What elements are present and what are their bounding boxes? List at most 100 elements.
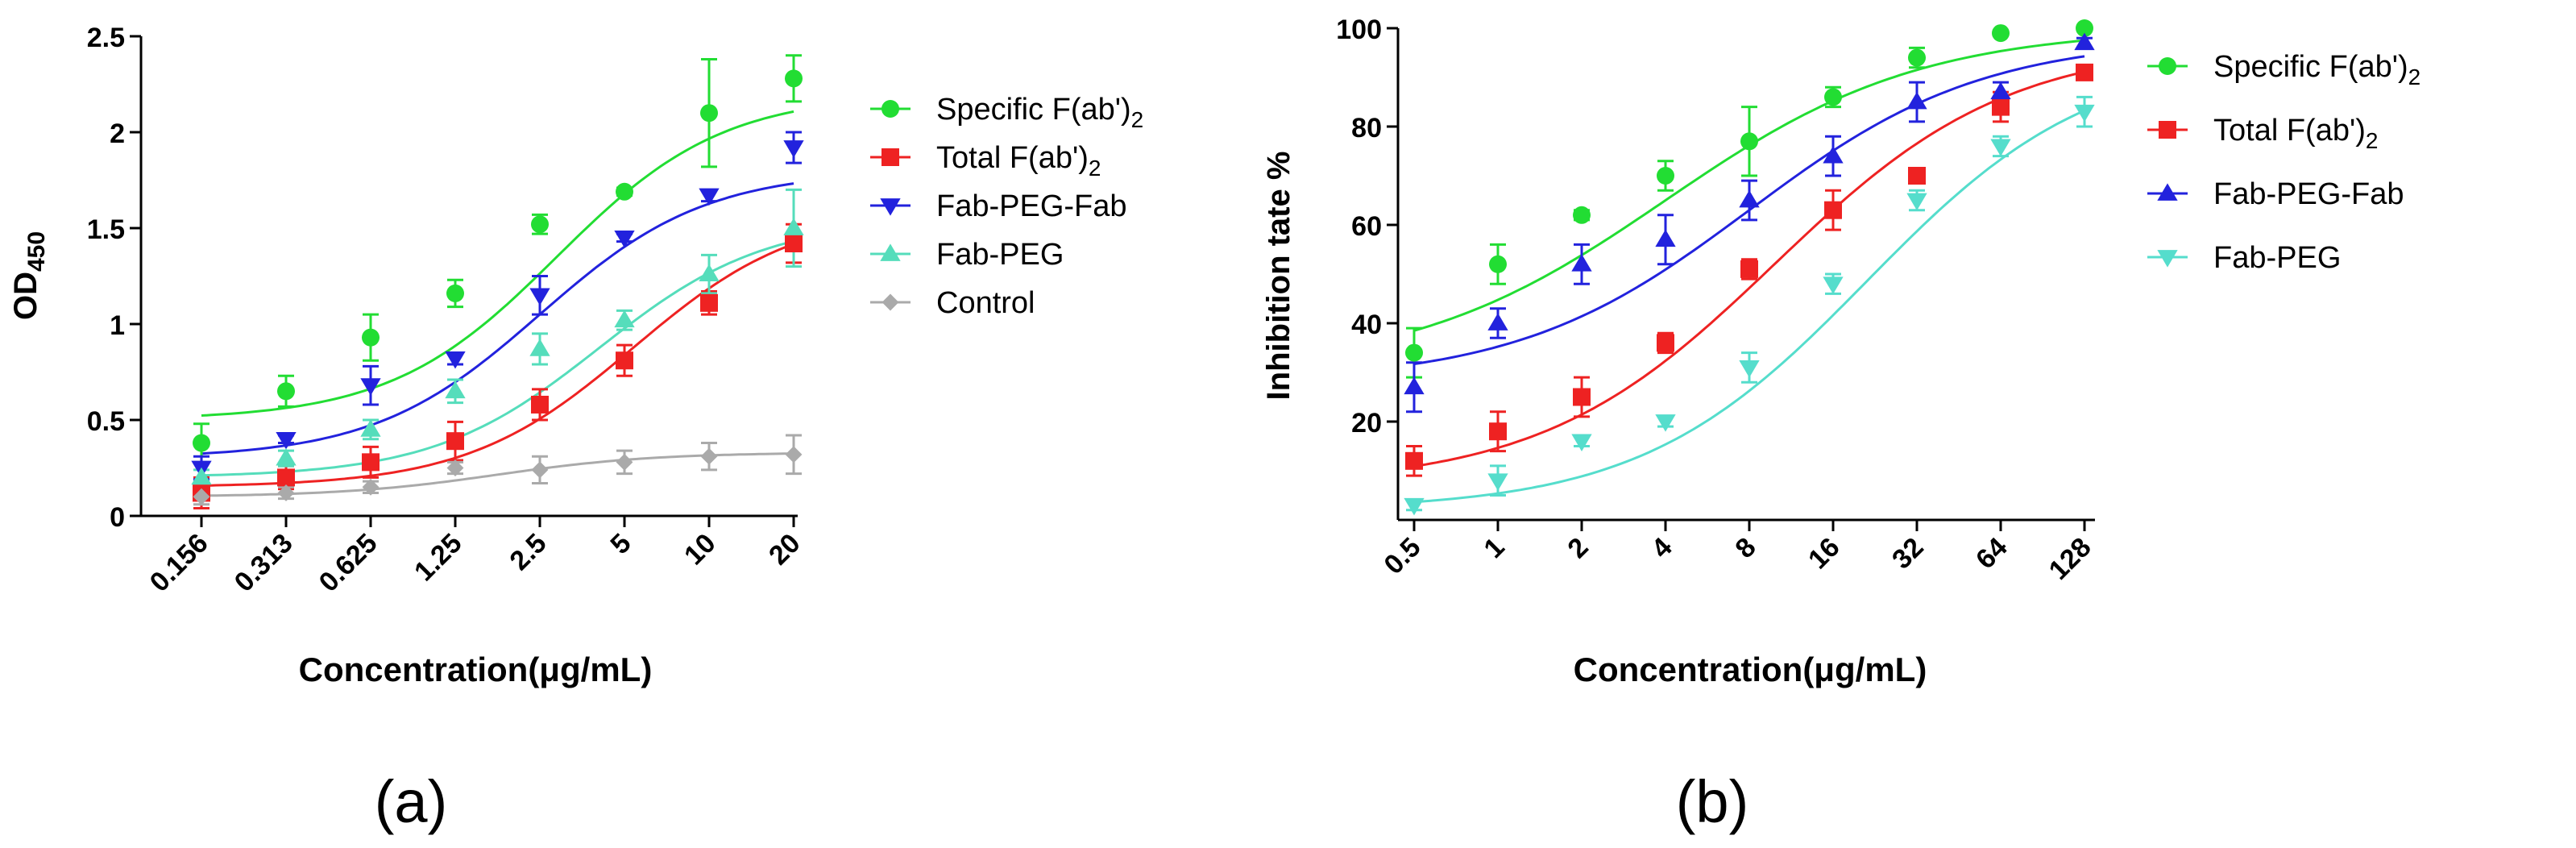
chart-b-point-fab-peg xyxy=(1404,497,1425,516)
chart-a-legend-marker-specific-f-ab xyxy=(881,100,899,118)
panel-a: 00.511.522.50.156 0.313 0.625 1.25 2.5 5 10 20 … xyxy=(8,23,1143,835)
chart-b-ytick-label: 20 xyxy=(1351,408,1382,439)
chart-a-point-fab-peg-fab xyxy=(699,188,720,206)
chart-b-xtick-label: 128 xyxy=(2043,532,2097,586)
chart-a-point-specific-f-ab xyxy=(362,328,380,347)
chart-b-xtick-label: 32 xyxy=(1886,532,1930,576)
chart-a-point-fab-peg xyxy=(614,310,635,328)
chart-b-point-fab-peg xyxy=(1990,139,2011,157)
chart-b-point-fab-peg-fab xyxy=(1739,189,1760,208)
chart-a-point-specific-f-ab xyxy=(616,182,633,201)
chart-b-point-specific-f-ab xyxy=(1992,24,2010,43)
chart-a-legend-sub-total-f-ab: 2 xyxy=(1089,156,1101,181)
chart-b-point-fab-peg-fab xyxy=(1487,313,1508,330)
chart-a-legend-marker-control xyxy=(881,293,899,311)
chart-b-xlabel: Concentration(μg/mL) xyxy=(1574,651,1927,688)
chart-a-point-control xyxy=(446,459,464,476)
chart-b-point-specific-f-ab xyxy=(1824,88,1842,106)
chart-b-point-fab-peg-fab xyxy=(2074,32,2095,51)
chart-a-legend-text-fab-peg: Fab-PEG xyxy=(936,238,1064,272)
chart-a-fit-fab-peg-fab xyxy=(201,182,794,455)
chart-b-ylabel: Inhibition tate % xyxy=(1261,152,1296,401)
chart-b-legend-text-fab-peg-fab: Fab-PEG-Fab xyxy=(2213,177,2404,211)
chart-b-xtick-label: 1 xyxy=(1478,532,1510,564)
chart-b-point-total-f-ab xyxy=(1489,422,1507,441)
chart-b-point-total-f-ab xyxy=(1573,388,1591,406)
chart-b-point-fab-peg-fab xyxy=(1571,254,1592,272)
chart-a-fit-curves xyxy=(201,110,794,497)
chart-a-point-control xyxy=(277,484,295,501)
chart-b-legend-label-specific-f-ab: Specific F(ab')2 xyxy=(2213,50,2420,89)
chart-b-fit-total-f-ab xyxy=(1413,70,2085,468)
chart-a-point-fab-peg xyxy=(276,447,297,466)
chart-a-point-fab-peg-fab xyxy=(783,140,804,158)
chart-b-legend-sub-total-f-ab: 2 xyxy=(2366,128,2379,153)
chart-a-ytick-label: 0.5 xyxy=(87,406,125,437)
chart-b-point-fab-peg xyxy=(1739,360,1760,378)
panel-b: 20 40 60 80 100 0.5 1 2 4 8 16 32 64 128 Inhibition t… xyxy=(1261,15,2420,835)
chart-b-point-specific-f-ab xyxy=(1489,255,1507,273)
chart-b-point-total-f-ab xyxy=(1908,167,1926,185)
chart-b-point-fab-peg xyxy=(1487,473,1508,491)
chart-a-data-points xyxy=(191,69,804,505)
chart-a-point-total-f-ab xyxy=(531,395,549,414)
chart-a-point-fab-peg-fab xyxy=(276,431,297,450)
chart-a-xtick-label: 0.156 xyxy=(144,528,214,598)
chart-a-point-fab-peg-fab xyxy=(529,288,550,306)
chart-a-point-specific-f-ab xyxy=(531,215,549,234)
chart-a-xtick-label: 0.625 xyxy=(313,528,384,598)
chart-a-point-specific-f-ab xyxy=(193,434,210,452)
chart-a-legend-text-specific-f-ab: Specific F(ab') xyxy=(936,93,1131,127)
chart-b-xtick-label: 64 xyxy=(1970,532,2014,576)
chart-a-legend-sub-specific-f-ab: 2 xyxy=(1131,107,1144,132)
chart-a-xtick-label: 10 xyxy=(678,528,722,572)
chart-a-point-control xyxy=(785,446,803,463)
chart-b-point-specific-f-ab xyxy=(1740,132,1758,151)
chart-b-legend-marker-fab-peg-fab xyxy=(2157,183,2178,201)
chart-b-legend-text-total-f-ab: Total F(ab') xyxy=(2213,114,2366,148)
chart-b-point-specific-f-ab xyxy=(1573,206,1591,224)
chart-b-legend-sub-specific-f-ab: 2 xyxy=(2408,64,2421,89)
chart-a-point-control xyxy=(193,488,210,505)
chart-b-point-fab-peg-fab xyxy=(1990,81,2011,100)
chart-a-ytick-label: 1 xyxy=(110,310,125,341)
chart-a-legend-label-total-f-ab: Total F(ab')2 xyxy=(936,141,1101,181)
chart-a-point-specific-f-ab xyxy=(785,69,803,88)
chart-a-legend-marker-fab-peg xyxy=(880,243,901,261)
chart-b-point-fab-peg-fab xyxy=(1823,145,1844,164)
chart-b-xtick-label: 0.5 xyxy=(1378,532,1426,580)
chart-a-legend-text-total-f-ab: Total F(ab') xyxy=(936,141,1089,175)
chart-a-point-specific-f-ab xyxy=(277,382,295,401)
chart-a-point-total-f-ab xyxy=(446,432,464,451)
chart-a-panel-label: (a) xyxy=(375,768,447,835)
chart-a-point-fab-peg-fab xyxy=(360,378,381,396)
chart-b-point-fab-peg xyxy=(1823,276,1844,294)
chart-b-xtick-label: 16 xyxy=(1802,532,1846,576)
chart-b-point-fab-peg-fab xyxy=(1906,91,1927,110)
chart-b-point-fab-peg xyxy=(1655,414,1676,432)
chart-a-legend-label-fab-peg-fab: Fab-PEG-Fab xyxy=(936,189,1127,223)
chart-a-legend-label-specific-f-ab: Specific F(ab')2 xyxy=(936,93,1143,132)
chart-b-xtick-label: 2 xyxy=(1562,532,1594,564)
chart-b-legend-marker-specific-f-ab xyxy=(2159,57,2176,75)
chart-a-point-control xyxy=(362,478,380,496)
chart-b-legend-label-total-f-ab: Total F(ab')2 xyxy=(2213,114,2378,153)
chart-a-xlabel: Concentration(μg/mL) xyxy=(299,651,653,688)
chart-b-point-specific-f-ab xyxy=(1405,343,1423,362)
chart-a-ytick-label: 2.5 xyxy=(87,23,125,53)
chart-a-point-total-f-ab xyxy=(362,453,380,472)
chart-b-point-total-f-ab xyxy=(2076,63,2093,81)
chart-a-fit-total-f-ab xyxy=(201,243,794,487)
chart-a-fit-fab-peg xyxy=(201,239,794,477)
chart-a-point-total-f-ab xyxy=(785,235,803,253)
chart-a-xtick-label: 2.5 xyxy=(504,528,552,576)
chart-a-ytick-label: 1.5 xyxy=(87,214,125,245)
chart-b-legend-marker-fab-peg xyxy=(2157,250,2178,268)
chart-b-point-specific-f-ab xyxy=(2076,19,2093,37)
chart-a-fit-control xyxy=(201,452,794,497)
chart-a-point-fab-peg xyxy=(445,380,466,399)
chart-b-point-fab-peg-fab xyxy=(1655,229,1676,247)
chart-b-point-fab-peg xyxy=(1906,193,1927,211)
